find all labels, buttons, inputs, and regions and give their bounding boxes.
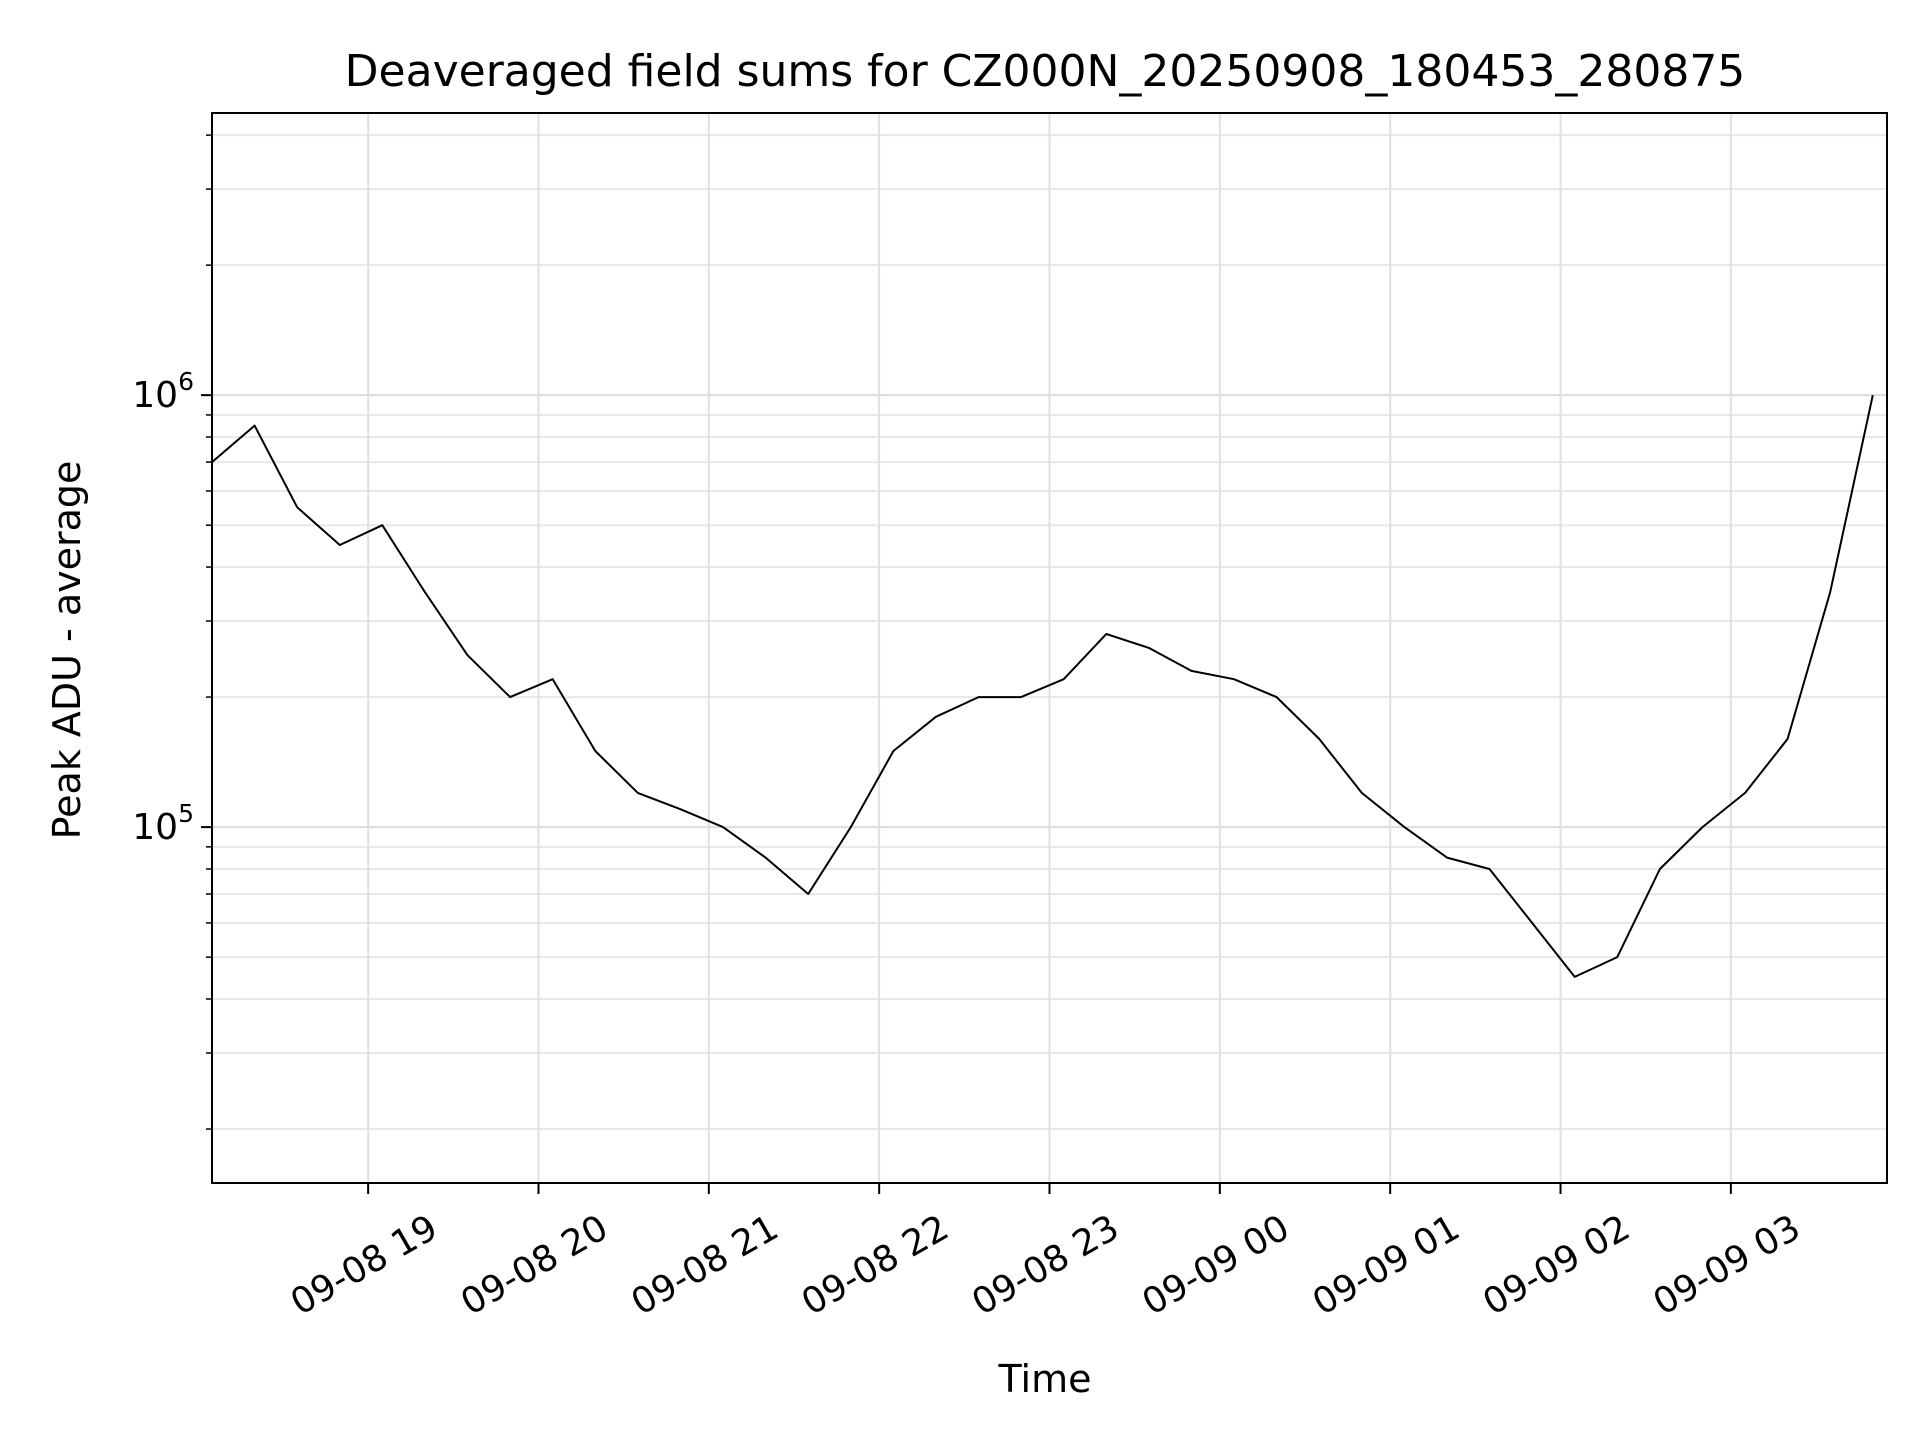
y-axis-label: Peak ADU - average	[45, 461, 89, 840]
series-layer	[211, 394, 1874, 978]
series-line	[211, 394, 1874, 978]
chart-title: Deaveraged field sums for CZ000N_2025090…	[345, 46, 1746, 97]
major-gridlines	[212, 113, 1887, 1183]
x-axis-label: Time	[998, 1357, 1092, 1401]
